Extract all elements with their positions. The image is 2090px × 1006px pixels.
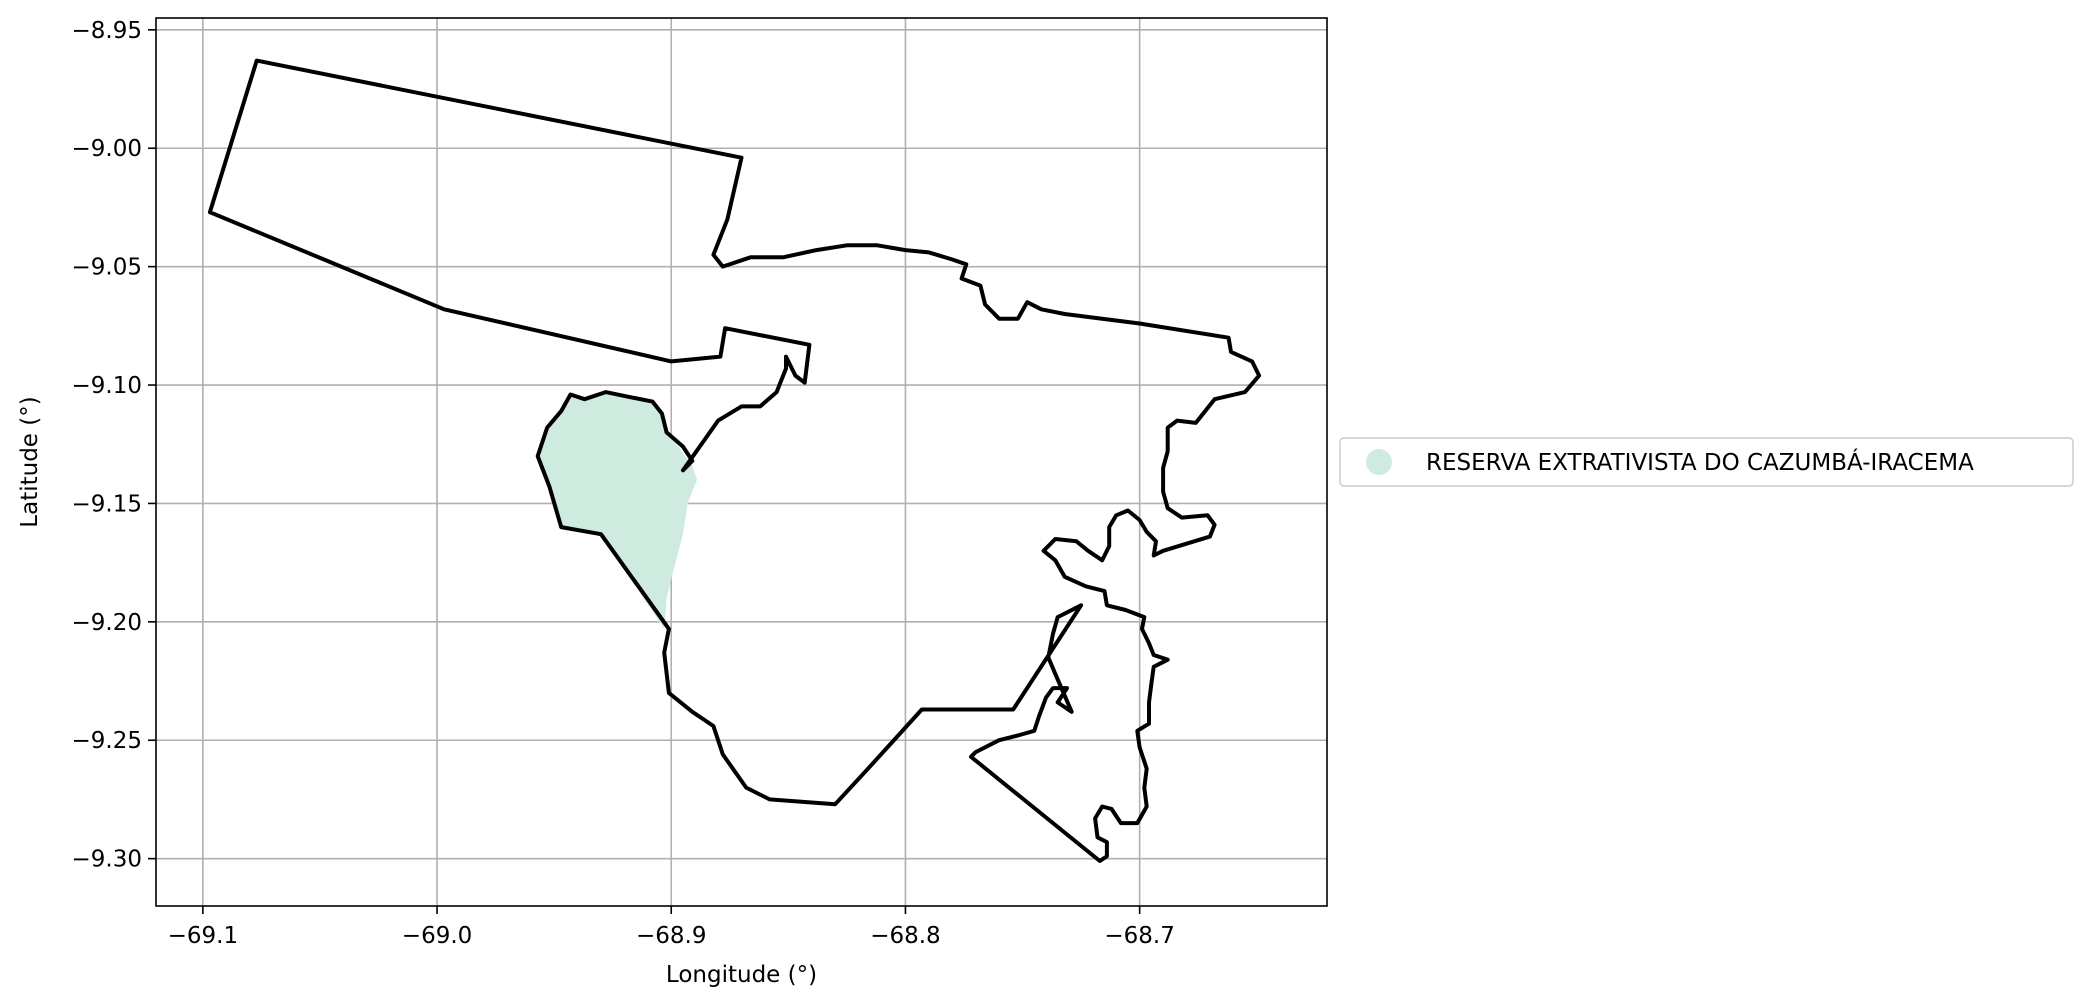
y-tick-label: −9.30 xyxy=(72,847,142,873)
y-tick-label: −9.10 xyxy=(72,373,142,399)
legend-box xyxy=(1339,437,2074,487)
x-tick-label: −68.7 xyxy=(1104,923,1174,949)
x-axis-label: Longitude (°) xyxy=(666,962,817,988)
y-tick-label: −9.25 xyxy=(72,728,142,754)
x-tick-label: −69.0 xyxy=(402,923,472,949)
legend: RESERVA EXTRATIVISTA DO CAZUMBÁ-IRACEMA xyxy=(1339,437,2074,487)
y-tick-label: −9.20 xyxy=(72,610,142,636)
plot-frame xyxy=(155,17,1328,907)
y-tick-label: −9.05 xyxy=(72,255,142,281)
legend-label: RESERVA EXTRATIVISTA DO CAZUMBÁ-IRACEMA xyxy=(1426,448,1974,476)
y-tick-label: −9.15 xyxy=(72,491,142,517)
legend-marker-circle xyxy=(1366,449,1392,475)
x-axis: −69.1 −69.0 −68.9 −68.8 −68.7 xyxy=(168,906,1175,949)
y-axis-label: Latitude (°) xyxy=(17,396,43,527)
x-tick-label: −68.9 xyxy=(636,923,706,949)
reserve-area xyxy=(537,392,697,629)
y-axis: −8.95 −9.00 −9.05 −9.10 −9.15 −9.20 −9.25 −9.30 xyxy=(72,18,156,873)
map-layer xyxy=(207,58,1262,863)
x-tick-label: −68.8 xyxy=(870,923,940,949)
boundary-outline xyxy=(207,58,1262,863)
x-tick-label: −69.1 xyxy=(168,923,238,949)
grid-lines xyxy=(156,18,1327,906)
y-tick-label: −9.00 xyxy=(72,136,142,162)
y-tick-label: −8.95 xyxy=(72,18,142,44)
